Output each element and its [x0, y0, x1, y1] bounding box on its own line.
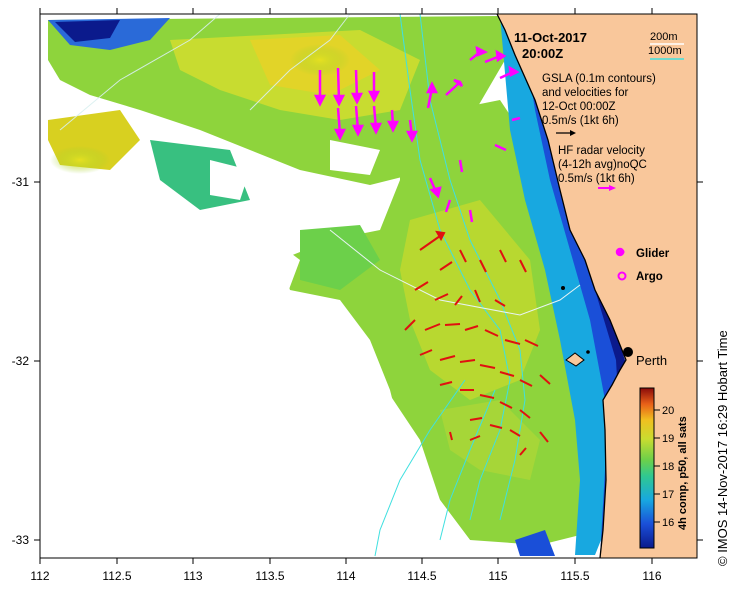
hf-line2: (4-12h avg)noQC	[558, 159, 647, 171]
rottnest-island	[565, 352, 585, 367]
x-tick-label: 112.5	[102, 569, 131, 583]
x-tick-label: 115	[488, 569, 507, 583]
colorbar-tick-label: 20	[662, 405, 674, 417]
coastline	[496, 13, 627, 559]
y-tick-label: -31	[12, 175, 30, 189]
y-tick-label: -33	[12, 533, 30, 547]
x-tick-label: 115.5	[560, 569, 589, 583]
date-label: 11-Oct-2017	[514, 30, 587, 45]
x-tick-label: 116	[642, 569, 661, 583]
depth-200-label: 200m	[650, 31, 678, 43]
x-tick-label: 113	[183, 569, 202, 583]
colorbar	[639, 387, 655, 549]
gsla-scale: 0.5m/s (1kt 6h)	[542, 115, 619, 127]
x-tick-label: 114	[336, 569, 355, 583]
glider-label: Glider	[636, 248, 670, 260]
depth-1000-label: 1000m	[648, 45, 682, 57]
colorbar-label: 4h comp, p50, all sats	[677, 416, 689, 530]
argo-legend-marker	[617, 271, 627, 281]
perth-marker	[623, 347, 633, 357]
hf-radar-arrows	[404, 230, 551, 456]
colorbar-tick-label: 16	[662, 517, 674, 529]
y-axis-ticks	[34, 181, 703, 541]
hf-scale: 0.5m/s (1kt 6h)	[558, 173, 635, 185]
hf-scale-arrowhead	[609, 185, 616, 191]
x-tick-label: 114.5	[407, 569, 436, 583]
time-label: 20:00Z	[522, 46, 563, 61]
gsla-line1: GSLA (0.1m contours)	[542, 73, 656, 85]
colorbar-tick-label: 18	[662, 461, 674, 473]
bathymetry-contours	[59, 13, 581, 557]
glider-markers	[561, 286, 590, 354]
x-tick-label: 113.5	[255, 569, 284, 583]
colorbar-ticks	[654, 409, 660, 523]
x-tick-label: 112	[30, 569, 49, 583]
gsla-line3: 12-Oct 00:00Z	[542, 101, 616, 113]
gsla-scale-arrowhead	[570, 130, 576, 136]
argo-label: Argo	[636, 271, 663, 283]
y-tick-label: -32	[12, 354, 30, 368]
colorbar-tick-label: 17	[662, 489, 674, 501]
gsla-line2: and velocities for	[542, 87, 628, 99]
credit-label: © IMOS 14-Nov-2017 16:29 Hobart Time	[715, 330, 730, 566]
cloud-mask	[40, 70, 500, 556]
glider-legend-marker	[619, 249, 625, 255]
hf-line1: HF radar velocity	[558, 145, 645, 157]
x-axis-ticks	[39, 8, 653, 564]
plot-frame	[39, 13, 698, 559]
colorbar-tick-label: 19	[662, 433, 674, 445]
perth-label: Perth	[636, 353, 667, 368]
